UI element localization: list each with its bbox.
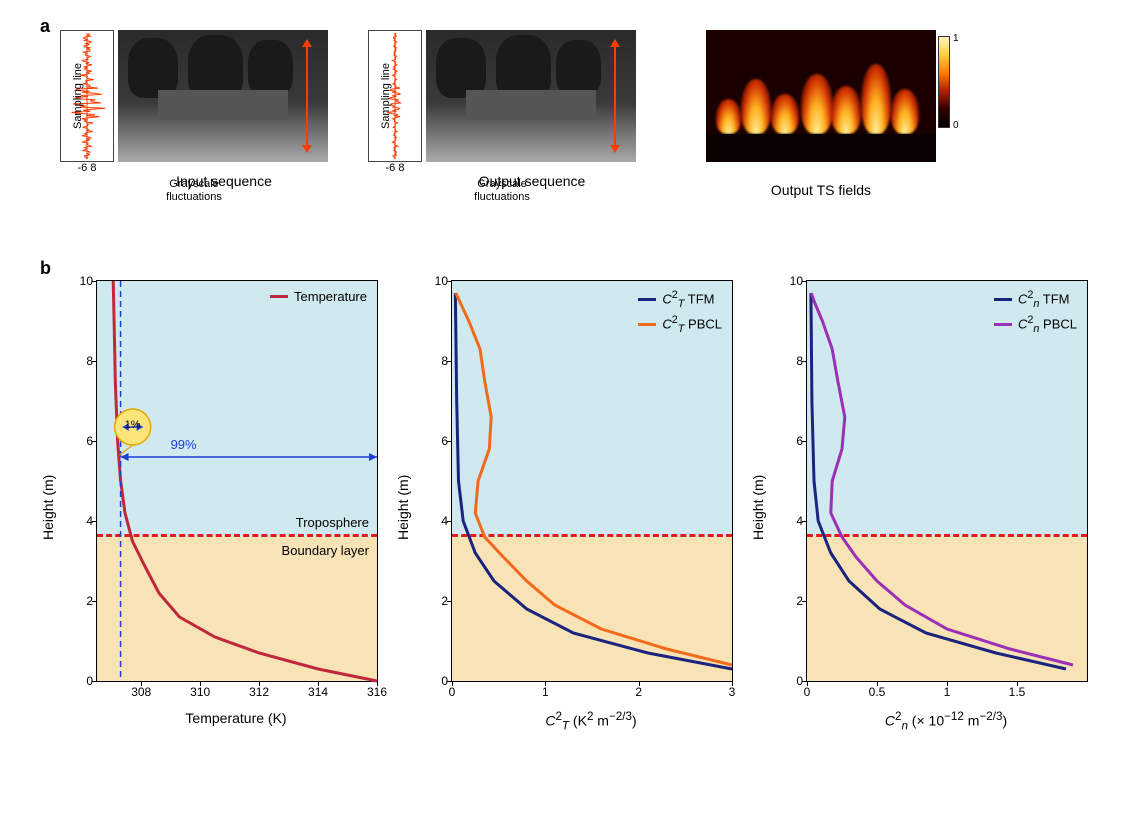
chart2-legend: C2T TFM C2T PBCL [638, 289, 722, 335]
input-sequence-image [118, 30, 328, 162]
chart2-xlabel: C2T (K2 m−2/3) [451, 710, 731, 732]
output-sequence-pair: Sampling line -6 8 [368, 30, 636, 162]
output-sequence-image [426, 30, 636, 162]
sampling-line-label: Sampling line [72, 63, 84, 129]
colorbar-min: 0 [953, 120, 959, 131]
chart1-plot: Troposphere Boundary layer Temperature 3… [96, 280, 378, 682]
chart1-legend-0: Temperature [294, 289, 367, 304]
input-sequence-group: Sampling line -6 8 Grayscale fluctua [60, 30, 328, 230]
output-sequence-group: Sampling line -6 8 Grayscale fluctua [368, 30, 636, 230]
fluct-xlim: -6 8 [59, 162, 115, 175]
input-fluctuation-plot: Sampling line -6 8 [60, 30, 114, 162]
chart2-legend-1: C2T PBCL [662, 314, 722, 335]
output-fluctuation-plot: Sampling line -6 8 [368, 30, 422, 162]
chart3-legend: C2n TFM C2n PBCL [994, 289, 1077, 335]
panel-label-b: b [40, 258, 51, 279]
chart2-ylabel: Height (m) [395, 475, 411, 540]
chart2-legend-0: C2T TFM [662, 289, 714, 310]
chart3-legend-1: C2n PBCL [1018, 314, 1077, 335]
chart-temperature: Height (m) Troposphere Boundary layer Te… [50, 280, 370, 800]
panel-label-a: a [40, 16, 50, 37]
figure-root: a Sampling line -6 8 [0, 0, 1123, 820]
chart-ct2: Height (m) C2T TFM C2T PBCL 01230246810 … [405, 280, 725, 800]
chart1-ylabel: Height (m) [40, 475, 56, 540]
chart3-ylabel: Height (m) [750, 475, 766, 540]
chart3-xlabel: C2n (× 10−12 m−2/3) [806, 710, 1086, 732]
row-b: Height (m) Troposphere Boundary layer Te… [50, 280, 1080, 800]
chart1-legend: Temperature [270, 289, 367, 304]
colorbar-max: 1 [953, 33, 959, 44]
chart1-xlabel: Temperature (K) [96, 710, 376, 726]
input-sequence-caption: Input sequence [176, 173, 272, 189]
chart-cn2: Height (m) C2n TFM C2n PBCL 00.511.50246… [760, 280, 1080, 800]
ts-heatmap [706, 30, 936, 162]
chart2-plot: C2T TFM C2T PBCL 01230246810 [451, 280, 733, 682]
output-sequence-caption: Output sequence [479, 173, 586, 189]
output-ts-group: C²ₙ (1 × 10⁻¹² m⁻²⁄³) 1 0 Output TS fiel… [706, 30, 936, 230]
colorbar: 1 0 [938, 36, 950, 128]
row-a: Sampling line -6 8 Grayscale fluctua [60, 30, 1060, 230]
input-sequence-pair: Sampling line -6 8 [60, 30, 328, 162]
chart3-legend-0: C2n TFM [1018, 289, 1070, 310]
fluct-xlim-2: -6 8 [367, 162, 423, 175]
sampling-line-label-2: Sampling line [380, 63, 392, 129]
output-ts-caption: Output TS fields [771, 182, 871, 198]
chart3-plot: C2n TFM C2n PBCL 00.511.50246810 [806, 280, 1088, 682]
